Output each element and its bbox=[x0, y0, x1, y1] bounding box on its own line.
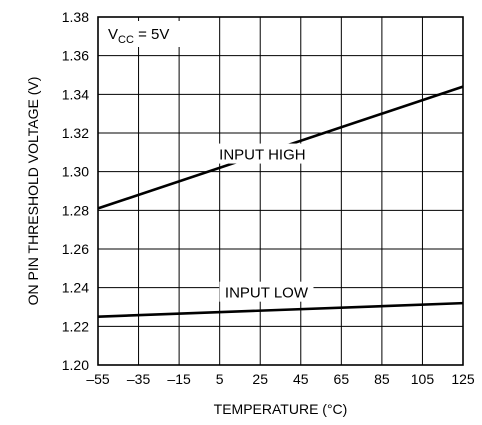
x-axis-label: TEMPERATURE (°C) bbox=[214, 401, 348, 417]
x-tick-label: 105 bbox=[411, 371, 435, 387]
y-tick-label: 1.26 bbox=[62, 241, 89, 257]
series-label-bg bbox=[219, 281, 314, 302]
vcc-rest: = 5V bbox=[134, 26, 169, 43]
y-tick-label: 1.28 bbox=[62, 202, 89, 218]
y-tick-label: 1.30 bbox=[62, 164, 89, 180]
plot-frame bbox=[97, 16, 464, 366]
x-tick-label: 85 bbox=[374, 371, 390, 387]
y-tick-label: 1.32 bbox=[62, 125, 89, 141]
y-tick-label: 1.24 bbox=[62, 280, 89, 296]
x-tick-label: 25 bbox=[252, 371, 268, 387]
y-tick-label: 1.34 bbox=[62, 86, 89, 102]
series-lines: INPUT HIGH INPUT LOW bbox=[97, 85, 464, 318]
x-tick-label: –15 bbox=[167, 371, 191, 387]
x-tick-label: 125 bbox=[451, 371, 475, 387]
svg-text:VCC = 5V: VCC = 5V bbox=[108, 26, 169, 46]
x-tick-label: 5 bbox=[216, 371, 224, 387]
vcc-sub: CC bbox=[118, 34, 134, 46]
y-tick-label: 1.38 bbox=[62, 9, 89, 25]
series-label-bg bbox=[213, 143, 312, 164]
y-tick-label: 1.22 bbox=[62, 318, 89, 334]
y-axis-label: ON PIN THRESHOLD VOLTAGE (V) bbox=[25, 77, 41, 306]
x-tick-label: 45 bbox=[293, 371, 309, 387]
vcc-main: V bbox=[108, 26, 118, 43]
series-line bbox=[97, 301, 464, 318]
y-tick-labels: 1.20 1.22 1.24 1.26 1.28 1.30 1.32 1.34 1.36 1.38 bbox=[62, 9, 89, 373]
x-tick-label: –55 bbox=[86, 371, 110, 387]
y-tick-label: 1.20 bbox=[62, 357, 89, 373]
vcc-annotation: VCC = 5V bbox=[102, 21, 190, 47]
x-tick-labels: –55 –35 –15 5 25 45 65 85 105 125 bbox=[86, 371, 475, 387]
series-label: INPUT LOW bbox=[225, 285, 309, 302]
y-tick-label: 1.36 bbox=[62, 48, 89, 64]
x-tick-label: 65 bbox=[334, 371, 350, 387]
series-label: INPUT HIGH bbox=[219, 147, 305, 164]
x-tick-label: –35 bbox=[127, 371, 151, 387]
